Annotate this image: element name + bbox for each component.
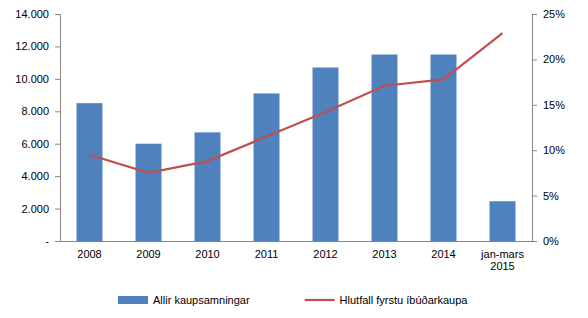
y2-axis-tick: 20% xyxy=(532,53,565,65)
y-axis-tick: 4.000 xyxy=(21,170,60,182)
line xyxy=(90,33,503,173)
y-axis-tick-label: 8.000 xyxy=(21,105,49,117)
x-axis-line xyxy=(61,241,533,242)
y-axis-tick: 8.000 xyxy=(21,105,60,117)
x-axis-tick-label: 2013 xyxy=(372,248,396,260)
x-axis-tick: 2014 xyxy=(431,248,455,260)
y2-axis-tick: 0% xyxy=(532,235,559,247)
y2-axis-tick: 10% xyxy=(532,144,565,156)
bar xyxy=(431,55,457,241)
bar xyxy=(136,144,162,241)
y2-axis-tick-mark xyxy=(532,196,537,197)
x-axis-tick-label: jan-mars2015 xyxy=(480,248,524,273)
y2-axis-tick-label: 15% xyxy=(543,99,565,111)
y-axis-tick-label: 4.000 xyxy=(21,170,49,182)
y2-axis-tick: 5% xyxy=(532,190,559,202)
y-axis-tick-label: - xyxy=(45,235,49,247)
bar xyxy=(77,103,103,241)
y-axis-tick: 10.000 xyxy=(15,73,60,85)
y-axis-tick-mark xyxy=(55,79,60,80)
y2-axis-tick-mark xyxy=(532,150,537,151)
y2-axis-tick-mark xyxy=(532,105,537,106)
y2-axis-line xyxy=(533,15,538,242)
y-axis-tick-label: 6.000 xyxy=(21,138,49,150)
y2-axis-tick: 15% xyxy=(532,99,565,111)
x-axis-tick-label: 2010 xyxy=(195,248,219,260)
y2-axis-tick-label: 5% xyxy=(543,190,559,202)
y2-axis-tick-mark xyxy=(532,14,537,15)
bar xyxy=(313,68,339,241)
y2-axis-tick-mark xyxy=(532,241,537,242)
legend-swatch xyxy=(305,299,335,301)
marks xyxy=(77,33,516,241)
x-axis-tick: 2013 xyxy=(372,248,396,260)
legend-swatch xyxy=(118,296,148,304)
y-axis-tick-mark xyxy=(55,209,60,210)
bar xyxy=(490,201,516,241)
chart: - 2.000 4.000 6.000 8.000 10.000 12.000 14.000 0… xyxy=(0,0,588,318)
y-axis-tick: 2.000 xyxy=(21,203,60,215)
legend-item: Allir kaupsamningar xyxy=(118,294,250,306)
y-axis-tick: - xyxy=(45,235,60,247)
bar xyxy=(372,55,398,241)
x-axis-tick-label: 2009 xyxy=(136,248,160,260)
legend-label: Hlutfall fyrstu íbúðarkaupa xyxy=(340,294,469,306)
y2-axis-tick-label: 0% xyxy=(543,235,559,247)
y-axis-tick-mark xyxy=(55,144,60,145)
y-axis: - 2.000 4.000 6.000 8.000 10.000 12.000 14.000 xyxy=(15,8,60,247)
legend-label: Allir kaupsamningar xyxy=(153,294,250,306)
y2-axis-tick-label: 20% xyxy=(543,53,565,65)
y-axis-tick: 12.000 xyxy=(15,40,60,52)
x-axis-tick: 2011 xyxy=(255,248,279,260)
y-axis-tick: 14.000 xyxy=(15,8,60,20)
y2-axis-tick: 25% xyxy=(532,8,565,20)
x-axis-tick: 2012 xyxy=(313,248,337,260)
y-axis-tick-mark xyxy=(55,241,60,242)
y-axis-tick-label: 2.000 xyxy=(21,203,49,215)
y2-axis-tick-label: 10% xyxy=(543,144,565,156)
x-axis-tick-label: 2008 xyxy=(77,248,101,260)
plot: - 2.000 4.000 6.000 8.000 10.000 12.000 14.000 0… xyxy=(15,8,565,272)
x-axis: 2008 2009 2010 2011 2012 2013 2014 jan-mars2015 xyxy=(61,242,533,273)
x-axis-tick: 2009 xyxy=(136,248,160,260)
y-axis-line xyxy=(55,15,61,242)
y2-axis: 0% 5% 10% 15% 20% 25% xyxy=(532,8,565,247)
y-axis-tick-mark xyxy=(55,176,60,177)
y-axis-tick-mark xyxy=(55,14,60,15)
x-axis-tick: 2008 xyxy=(77,248,101,260)
x-axis-tick-label: 2011 xyxy=(255,248,279,260)
x-axis-tick: 2010 xyxy=(195,248,219,260)
y-axis-tick-mark xyxy=(55,111,60,112)
x-axis-tick-label: 2012 xyxy=(313,248,337,260)
legend: Allir kaupsamningar Hlutfall fyrstu íbúða… xyxy=(118,294,468,306)
y2-axis-tick-label: 25% xyxy=(543,8,565,20)
legend-item: Hlutfall fyrstu íbúðarkaupa xyxy=(305,294,469,306)
y-axis-tick: 6.000 xyxy=(21,138,60,150)
bar xyxy=(254,93,280,241)
bar xyxy=(195,132,221,241)
x-axis-tick-label: 2014 xyxy=(431,248,455,260)
x-axis-tick: jan-mars2015 xyxy=(480,248,524,273)
y2-axis-tick-mark xyxy=(532,59,537,60)
y-axis-tick-label: 10.000 xyxy=(15,73,49,85)
y-axis-tick-label: 12.000 xyxy=(15,40,49,52)
y-axis-tick-label: 14.000 xyxy=(15,8,49,20)
y-axis-tick-mark xyxy=(55,46,60,47)
